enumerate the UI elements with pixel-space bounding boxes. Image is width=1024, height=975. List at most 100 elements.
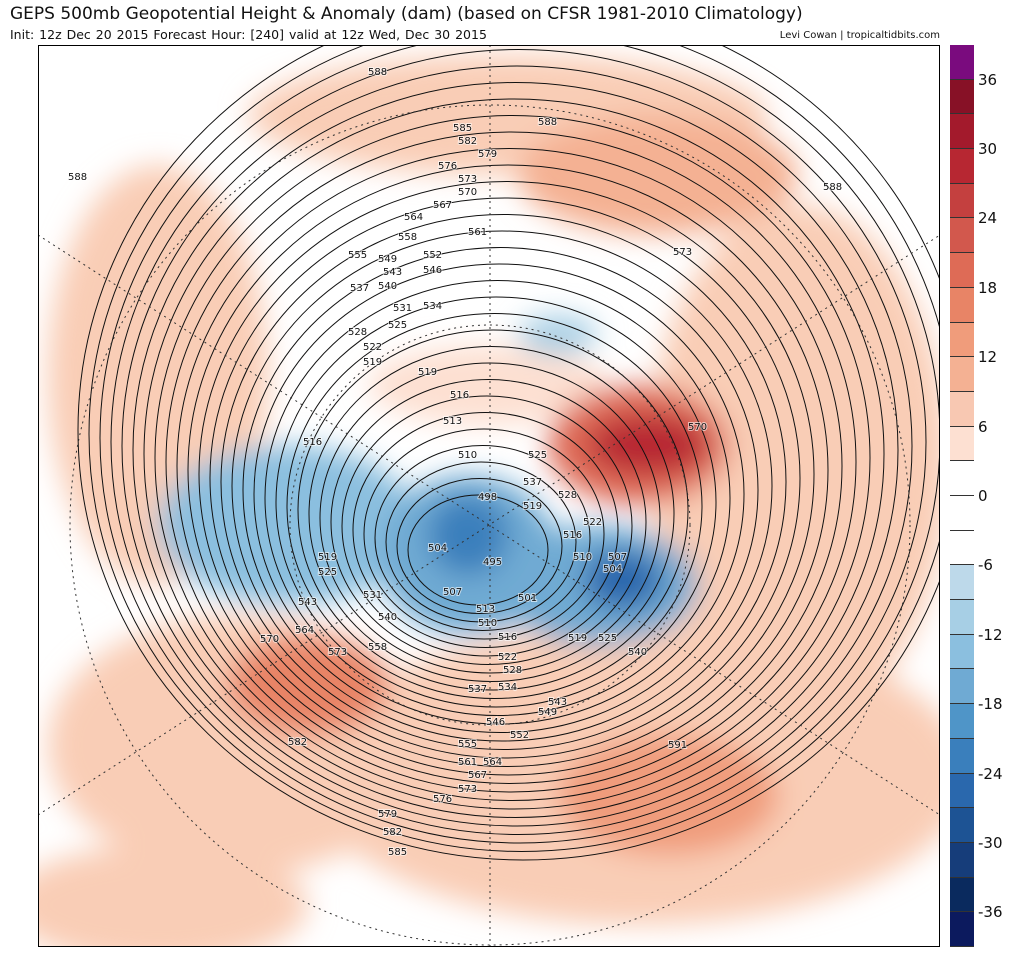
colorbar-segment xyxy=(950,496,974,531)
colorbar-segment xyxy=(950,426,974,462)
colorbar-segment xyxy=(950,877,974,913)
contour-label: 540 xyxy=(378,281,397,292)
contour-label: 519 xyxy=(523,501,542,512)
contour-label: 555 xyxy=(458,739,477,750)
colorbar-tick-label: -30 xyxy=(978,833,1003,852)
chart-subtitle: Init: 12z Dec 20 2015 Forecast Hour: [24… xyxy=(10,27,487,42)
contour-label: 579 xyxy=(378,809,397,820)
contour-label: 591 xyxy=(668,740,687,751)
contour-label: 519 xyxy=(363,357,382,368)
contour-label: 585 xyxy=(388,847,407,858)
contour-label: 510 xyxy=(573,552,592,563)
contour-label: 540 xyxy=(628,647,647,658)
chart-title: GEPS 500mb Geopotential Height & Anomaly… xyxy=(10,4,803,24)
colorbar-segment xyxy=(950,183,974,219)
contour-label: 525 xyxy=(388,320,407,331)
contour-label: 528 xyxy=(558,490,577,501)
contour-label: 507 xyxy=(608,552,627,563)
contour-label: 513 xyxy=(476,604,495,615)
colorbar-tick-label: 6 xyxy=(978,417,988,436)
height-contour xyxy=(297,329,689,691)
height-contour xyxy=(198,181,815,767)
height-contour xyxy=(154,115,871,801)
height-contour xyxy=(121,65,913,827)
colorbar-segment xyxy=(950,565,974,601)
contour-label: 573 xyxy=(328,647,347,658)
colorbar-tick-label: -12 xyxy=(978,625,1003,644)
contour-label: 579 xyxy=(478,149,497,160)
contour-label: 564 xyxy=(404,212,423,223)
contour-label: 510 xyxy=(478,618,497,629)
contour-label: 519 xyxy=(318,552,337,563)
contour-label: 546 xyxy=(423,265,442,276)
contour-label: 573 xyxy=(458,174,477,185)
contour-label: 588 xyxy=(823,182,842,193)
contour-label: 534 xyxy=(423,301,442,312)
contour-label: 552 xyxy=(510,730,529,741)
colorbar-segment xyxy=(950,842,974,878)
height-contour xyxy=(165,131,857,793)
contour-label: 588 xyxy=(538,117,557,128)
contour-label: 570 xyxy=(458,187,477,198)
colorbar-segment xyxy=(950,287,974,323)
height-contour xyxy=(77,45,940,861)
contour-label: 588 xyxy=(368,67,387,78)
colorbar-tick-label: 30 xyxy=(978,140,998,159)
colorbar-tick-label: 12 xyxy=(978,348,998,367)
contour-label: 516 xyxy=(303,437,322,448)
contour-label: 534 xyxy=(498,682,517,693)
contour-label: 504 xyxy=(603,564,622,575)
contour-label: 528 xyxy=(348,327,367,338)
contour-label: 525 xyxy=(528,450,547,461)
contour-label: 501 xyxy=(518,593,537,604)
colorbar-tick-label: -6 xyxy=(978,556,993,575)
contour-label: 522 xyxy=(498,652,517,663)
contour-label: 522 xyxy=(363,342,382,353)
contour-label: 564 xyxy=(483,757,502,768)
colorbar xyxy=(950,45,974,947)
height-contours xyxy=(77,45,940,861)
height-contour xyxy=(264,280,731,716)
contour-label: 576 xyxy=(433,794,452,805)
contour-label: 513 xyxy=(443,416,462,427)
contour-label: 573 xyxy=(673,247,692,258)
height-contour xyxy=(143,98,885,810)
contour-label: 519 xyxy=(568,633,587,644)
contour-label: 585 xyxy=(453,123,472,134)
height-contour xyxy=(385,461,577,623)
colorbar-tick-label: 36 xyxy=(978,70,998,89)
height-contour xyxy=(231,230,773,742)
contour-label: 573 xyxy=(458,784,477,795)
contour-label: 504 xyxy=(428,543,447,554)
height-contour xyxy=(363,428,605,640)
contour-label: 510 xyxy=(458,450,477,461)
colorbar-segment xyxy=(950,322,974,358)
height-contour xyxy=(352,412,619,648)
colorbar-segment xyxy=(950,600,974,635)
colorbar-tick-label: -36 xyxy=(978,903,1003,922)
contour-label: 537 xyxy=(350,283,369,294)
contour-label: 564 xyxy=(295,625,314,636)
height-contour xyxy=(220,214,787,750)
colorbar-segment xyxy=(950,391,974,427)
colorbar-segment xyxy=(950,773,974,809)
height-contour xyxy=(374,445,591,631)
contour-label: 495 xyxy=(483,557,502,568)
contour-label: 543 xyxy=(548,697,567,708)
contour-label: 549 xyxy=(378,254,397,265)
contour-label: 552 xyxy=(423,250,442,261)
height-contour xyxy=(275,296,717,708)
contour-label: 525 xyxy=(598,633,617,644)
colorbar-segment xyxy=(950,704,974,739)
contour-label: 531 xyxy=(363,590,382,601)
colorbar-tick-label: 0 xyxy=(978,487,988,505)
height-contour xyxy=(187,164,829,776)
contour-label: 516 xyxy=(498,632,517,643)
height-contour xyxy=(253,263,745,725)
colorbar-segment xyxy=(950,79,974,115)
colorbar-segment xyxy=(950,218,974,254)
height-contour xyxy=(341,395,633,657)
colorbar-tick-label: 24 xyxy=(978,209,998,228)
colorbar-tick-label: -18 xyxy=(978,695,1003,714)
colorbar-segment xyxy=(950,357,974,392)
